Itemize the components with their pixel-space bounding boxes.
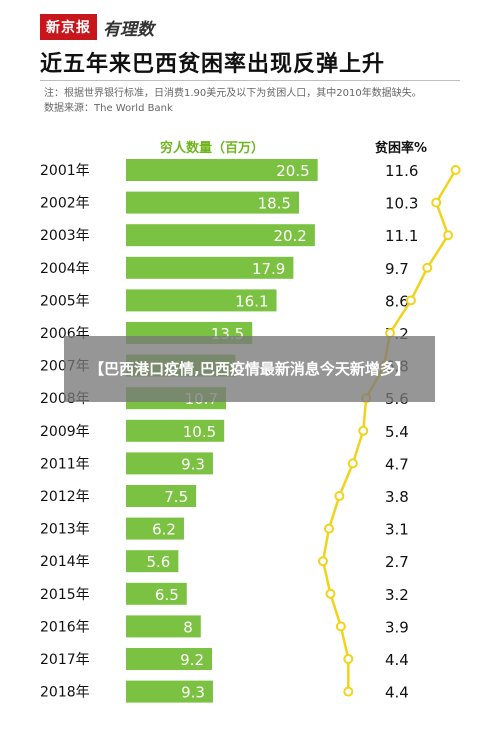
notes: 注：根据世界银行标准，日消费1.90美元及以下为贫困人口，其中2010年数据缺失… <box>44 86 422 116</box>
year-label: 2018年 <box>40 685 90 701</box>
year-label: 2002年 <box>40 196 90 212</box>
year-label: 2001年 <box>40 163 90 179</box>
poverty-rate-point <box>318 556 328 567</box>
bar-value-label: 8 <box>183 618 193 636</box>
bar-value-label: 20.5 <box>276 162 309 180</box>
year-label: 2016年 <box>40 619 90 635</box>
bar-value-label: 7.5 <box>164 488 188 506</box>
poverty-rate-point <box>443 230 454 241</box>
rate-value-label: 2.7 <box>385 553 409 571</box>
poor-count-bar <box>126 191 299 214</box>
poor-count-bar <box>126 485 197 507</box>
bar-value-label: 9.3 <box>181 455 205 473</box>
brand-logo: 新京报 有理数 <box>40 14 154 40</box>
rate-value-label: 4.7 <box>385 455 409 473</box>
rate-value-label: 10.3 <box>385 195 418 213</box>
overlay-banner: 【巴西港口疫情,巴西疫情最新消息今天新增多】 <box>64 336 435 402</box>
poverty-rate-point <box>347 458 358 469</box>
rate-value-label: 4.4 <box>385 684 409 702</box>
poor-count-bar <box>126 517 184 540</box>
rate-value-label: 3.1 <box>385 521 409 539</box>
note-line: 注：根据世界银行标准，日消费1.90美元及以下为贫困人口，其中2010年数据缺失… <box>44 88 422 99</box>
poor-count-bar <box>126 159 318 181</box>
bar-value-label: 16.1 <box>235 292 268 310</box>
poor-count-bar <box>126 452 213 475</box>
poor-count-bar <box>126 224 315 247</box>
poverty-rate-point <box>343 654 354 664</box>
rate-value-label: 9.7 <box>385 260 409 278</box>
poverty-rate-point <box>343 686 354 697</box>
series-header-rate: 贫困率% <box>375 141 428 156</box>
rate-value-label: 3.9 <box>385 618 409 636</box>
poor-count-bar <box>126 582 187 605</box>
series-header-poor: 穷人数量（百万） <box>160 141 265 156</box>
bar-value-label: 18.5 <box>258 195 291 213</box>
chart-title: 近五年来巴西贫困率出现反弹上升 <box>40 52 386 77</box>
bar-value-label: 17.9 <box>252 260 285 278</box>
rate-value-label: 3.8 <box>385 488 409 506</box>
rate-value-label: 4.4 <box>385 651 409 669</box>
year-label: 2005年 <box>40 293 90 309</box>
year-label: 2011年 <box>40 456 90 472</box>
year-label: 2004年 <box>40 261 90 277</box>
poverty-rate-point <box>358 425 369 436</box>
poverty-rate-point <box>323 523 334 534</box>
rate-value-label: 11.6 <box>385 162 418 180</box>
poverty-rate-point <box>431 197 442 208</box>
poverty-rate-point <box>422 262 433 273</box>
bar-value-label: 6.2 <box>152 521 176 539</box>
poverty-rate-point <box>334 491 345 501</box>
rate-value-label: 3.2 <box>385 586 409 604</box>
poverty-rate-point <box>405 295 416 306</box>
poverty-rate-point <box>335 621 346 632</box>
poor-count-bar <box>126 419 225 442</box>
year-label: 2015年 <box>40 587 90 603</box>
brand-name: 新京报 <box>40 14 97 40</box>
poor-count-bar <box>126 289 277 312</box>
year-label: 2017年 <box>40 652 90 668</box>
poor-count-bar <box>126 615 201 638</box>
bar-value-label: 9.2 <box>180 651 204 669</box>
bar-value-label: 20.2 <box>273 227 306 245</box>
source-line: 数据来源：The World Bank <box>44 103 173 114</box>
rate-value-label: 5.4 <box>385 423 409 441</box>
rate-value-label: 8.6 <box>385 292 409 310</box>
poor-count-bar <box>126 550 179 573</box>
bar-value-label: 9.3 <box>181 684 205 702</box>
brand-script: 有理数 <box>103 19 154 40</box>
poverty-rate-point <box>450 165 461 175</box>
poor-count-bar <box>126 256 294 279</box>
poor-count-bar <box>126 648 213 670</box>
poor-count-bar <box>126 680 213 703</box>
rate-value-label: 11.1 <box>385 227 418 245</box>
year-label: 2003年 <box>40 228 90 244</box>
bar-value-label: 6.5 <box>155 586 179 604</box>
year-label: 2013年 <box>40 522 90 538</box>
poverty-rate-point <box>325 588 336 599</box>
year-label: 2012年 <box>40 489 90 505</box>
divider <box>40 80 460 81</box>
bar-value-label: 10.5 <box>183 423 216 441</box>
bar-value-label: 5.6 <box>147 553 171 571</box>
year-label: 2014年 <box>40 554 90 570</box>
year-label: 2009年 <box>40 424 90 440</box>
